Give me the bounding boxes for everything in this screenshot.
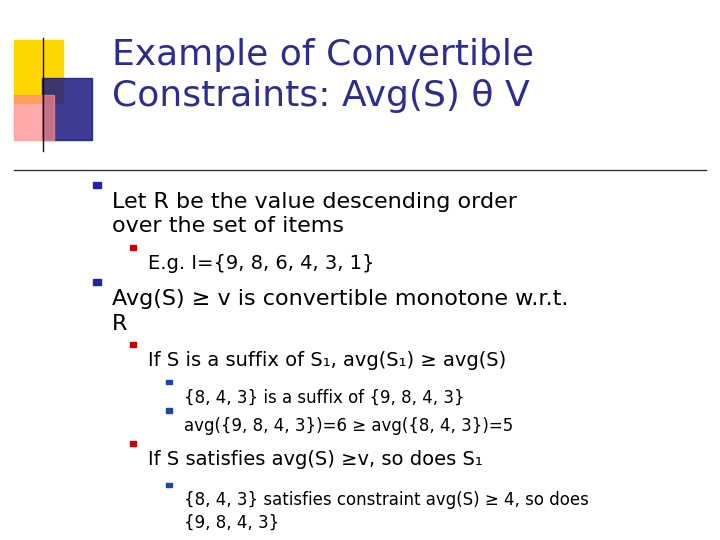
- Text: {8, 4, 3} is a suffix of {9, 8, 4, 3}: {8, 4, 3} is a suffix of {9, 8, 4, 3}: [184, 389, 464, 407]
- Text: If S is a suffix of S₁, avg(S₁) ≥ avg(S): If S is a suffix of S₁, avg(S₁) ≥ avg(S): [148, 351, 506, 370]
- Text: Avg(S) ≥ v is convertible monotone w.r.t.
R: Avg(S) ≥ v is convertible monotone w.r.t…: [112, 289, 568, 334]
- Text: Example of Convertible
Constraints: Avg(S) θ V: Example of Convertible Constraints: Avg(…: [112, 38, 534, 112]
- Text: avg({9, 8, 4, 3})=6 ≥ avg({8, 4, 3})=5: avg({9, 8, 4, 3})=6 ≥ avg({8, 4, 3})=5: [184, 417, 513, 435]
- Text: Let R be the value descending order
over the set of items: Let R be the value descending order over…: [112, 192, 517, 237]
- Text: If S satisfies avg(S) ≥v, so does S₁: If S satisfies avg(S) ≥v, so does S₁: [148, 450, 482, 469]
- Text: E.g. I={9, 8, 6, 4, 3, 1}: E.g. I={9, 8, 6, 4, 3, 1}: [148, 254, 374, 273]
- Text: {8, 4, 3} satisfies constraint avg(S) ≥ 4, so does
{9, 8, 4, 3}: {8, 4, 3} satisfies constraint avg(S) ≥ …: [184, 491, 588, 531]
